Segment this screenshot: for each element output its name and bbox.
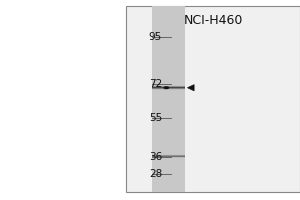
Text: NCI-H460: NCI-H460 — [183, 14, 243, 27]
Text: 28: 28 — [149, 169, 162, 179]
Ellipse shape — [164, 86, 169, 89]
Bar — [126, 6, 300, 192]
Polygon shape — [188, 85, 194, 91]
Text: 95: 95 — [149, 32, 162, 42]
Text: 72: 72 — [149, 79, 162, 89]
Text: 36: 36 — [149, 152, 162, 162]
Bar — [152, 6, 184, 192]
Text: 55: 55 — [149, 113, 162, 123]
